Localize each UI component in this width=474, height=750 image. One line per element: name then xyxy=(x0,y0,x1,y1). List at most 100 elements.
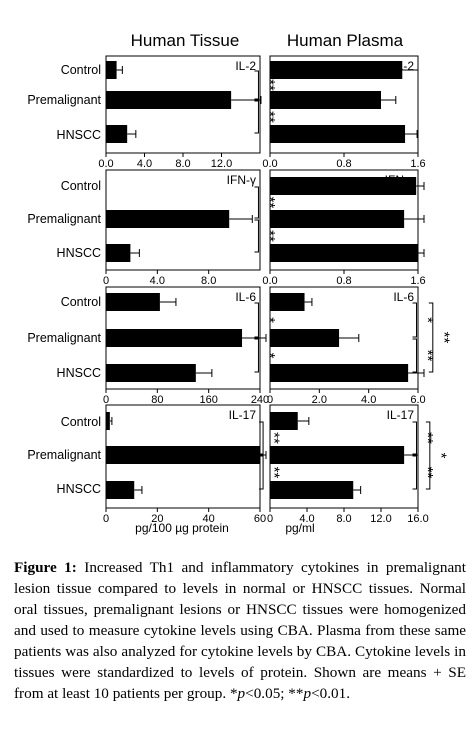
caption-text: Increased Th1 and inflammatory cytokines… xyxy=(14,559,467,702)
caption-sig1: <0.05; ** xyxy=(245,685,304,702)
figure-caption: Figure 1: Increased Th1 and inflammatory… xyxy=(14,557,466,704)
sig-bracket-ifn-gamma-tissue-0 xyxy=(254,186,259,219)
cat-label-control-r3: Control xyxy=(61,295,101,309)
tick-label-ifn-gamma-plasma-1: 0.8 xyxy=(336,275,351,287)
tick-label-il-2-plasma-0: 0.0 xyxy=(262,158,277,170)
panel-label-il-6-plasma: IL-6 xyxy=(393,290,414,304)
sig-bracket-il-6-tissue-1 xyxy=(254,338,259,373)
bar-ifn-gamma-plasma-0 xyxy=(270,177,417,195)
bar-il-2-plasma-2 xyxy=(270,125,406,143)
xlabel-tissue: pg/100 µg protein xyxy=(135,521,229,535)
caption-sig2: <0.01. xyxy=(311,685,351,702)
bar-il-17-plasma-2 xyxy=(270,481,354,499)
sig-bracket-il-6-plasma-2 xyxy=(428,302,434,373)
sig-bracket-il-6-plasma-0 xyxy=(412,302,418,338)
panel-label-il-17-tissue: IL-17 xyxy=(229,408,257,422)
cat-label-hnscc-r1: HNSCC xyxy=(57,128,101,142)
bar-il-2-tissue-0 xyxy=(106,61,117,79)
tick-label-il-6-plasma-2: 4.0 xyxy=(361,394,376,406)
tick-label-il-17-plasma-3: 12.0 xyxy=(370,513,391,525)
bar-il-6-plasma-0 xyxy=(270,293,305,311)
bar-ifn-gamma-plasma-1 xyxy=(270,210,405,228)
col-title-tissue: Human Tissue xyxy=(131,31,240,50)
bar-il-17-plasma-0 xyxy=(270,412,298,430)
tick-label-il-6-tissue-1: 80 xyxy=(151,394,163,406)
tick-label-il-17-plasma-1: 4.0 xyxy=(299,513,314,525)
bar-ifn-gamma-tissue-1 xyxy=(106,210,230,228)
sig-label-il-17-tissue-1: ** xyxy=(266,467,283,479)
sig-label-il-6-plasma-2: ** xyxy=(435,332,452,344)
sig-bracket-il-17-tissue-1 xyxy=(259,455,264,490)
tick-label-il-2-tissue-1: 4.0 xyxy=(137,158,152,170)
tick-label-ifn-gamma-plasma-2: 1.6 xyxy=(410,275,425,287)
sig-bracket-il-2-tissue-0 xyxy=(254,70,259,100)
sig-label-il-6-plasma-1: ** xyxy=(419,350,436,362)
caption-star: * xyxy=(229,685,238,702)
cat-label-hnscc-r4: HNSCC xyxy=(57,482,101,496)
tick-label-il-17-tissue-3: 60 xyxy=(254,513,266,525)
cat-label-premalignant-r4: Premalignant xyxy=(27,448,101,462)
panel-label-il-2-tissue: IL-2 xyxy=(235,59,256,73)
bar-il-6-tissue-1 xyxy=(106,329,243,347)
bar-il-2-plasma-0 xyxy=(270,61,403,79)
bar-ifn-gamma-plasma-2 xyxy=(270,244,418,262)
sig-label-il-2-tissue-1: ** xyxy=(261,111,278,123)
sig-bracket-ifn-gamma-tissue-1 xyxy=(254,219,259,253)
cat-label-hnscc-r2: HNSCC xyxy=(57,246,101,260)
tick-label-il-6-plasma-0: 0 xyxy=(267,394,273,406)
caption-p2: p xyxy=(303,685,312,702)
tick-label-il-2-tissue-2: 8.0 xyxy=(175,158,190,170)
sig-label-il-17-plasma-2: * xyxy=(432,453,449,459)
tick-label-il-17-plasma-4: 16.0 xyxy=(407,513,428,525)
cat-label-premalignant-r2: Premalignant xyxy=(27,212,101,226)
xlabel-plasma: pg/ml xyxy=(285,521,314,535)
tick-label-il-17-plasma-0: 0 xyxy=(267,513,273,525)
sig-bracket-il-6-plasma-1 xyxy=(412,338,418,373)
figure-label: Figure 1: xyxy=(14,559,77,576)
cat-label-control-r1: Control xyxy=(61,63,101,77)
cat-label-control-r4: Control xyxy=(61,415,101,429)
tick-label-il-6-plasma-1: 2.0 xyxy=(312,394,327,406)
bar-il-6-tissue-2 xyxy=(106,364,196,382)
tick-label-il-6-tissue-3: 240 xyxy=(251,394,269,406)
bar-ifn-gamma-tissue-2 xyxy=(106,244,131,262)
bar-il-17-tissue-0 xyxy=(106,412,110,430)
tick-label-il-2-tissue-3: 12.0 xyxy=(211,158,232,170)
tick-label-ifn-gamma-plasma-0: 0.0 xyxy=(262,275,277,287)
tick-label-il-2-tissue-0: 0.0 xyxy=(98,158,113,170)
cat-label-control-r2: Control xyxy=(61,179,101,193)
sig-bracket-il-17-plasma-1 xyxy=(412,455,418,490)
bar-il-6-tissue-0 xyxy=(106,293,160,311)
cat-label-premalignant-r1: Premalignant xyxy=(27,93,101,107)
tick-label-il-2-plasma-2: 1.6 xyxy=(410,158,425,170)
tick-label-il-17-tissue-1: 20 xyxy=(151,513,163,525)
sig-bracket-il-17-tissue-0 xyxy=(259,421,264,455)
sig-label-il-17-plasma-1: ** xyxy=(419,467,436,479)
bar-il-17-plasma-1 xyxy=(270,446,405,464)
tick-label-il-17-tissue-0: 0 xyxy=(103,513,109,525)
panel-label-il-6-tissue: IL-6 xyxy=(235,290,256,304)
sig-label-il-6-tissue-1: * xyxy=(261,353,278,359)
bar-il-2-plasma-1 xyxy=(270,91,381,109)
sig-bracket-il-17-plasma-0 xyxy=(412,421,418,455)
bar-il-17-tissue-1 xyxy=(106,446,260,464)
caption-p1: p xyxy=(237,685,246,702)
cytokine-figure: Human Tissue Human Plasma Control Premal… xyxy=(27,31,452,535)
tick-label-ifn-gamma-tissue-1: 4.0 xyxy=(150,275,165,287)
tick-label-il-6-tissue-2: 160 xyxy=(199,394,217,406)
tick-label-il-6-plasma-3: 6.0 xyxy=(410,394,425,406)
cat-label-hnscc-r3: HNSCC xyxy=(57,366,101,380)
sig-label-ifn-gamma-tissue-0: ** xyxy=(261,197,278,209)
tick-label-ifn-gamma-tissue-2: 8.0 xyxy=(201,275,216,287)
panel-label-il-17-plasma: IL-17 xyxy=(387,408,415,422)
cat-label-premalignant-r3: Premalignant xyxy=(27,331,101,345)
sig-bracket-il-17-plasma-2 xyxy=(425,421,431,490)
sig-bracket-il-6-tissue-0 xyxy=(254,302,259,338)
panel-label-ifn-gamma-tissue: IFN-γ xyxy=(227,173,256,187)
bar-il-6-plasma-1 xyxy=(270,329,340,347)
bar-il-2-tissue-2 xyxy=(106,125,128,143)
sig-label-ifn-gamma-tissue-1: ** xyxy=(261,230,278,242)
sig-label-il-17-plasma-0: ** xyxy=(419,432,436,444)
bar-il-17-tissue-2 xyxy=(106,481,135,499)
tick-label-il-17-plasma-2: 8.0 xyxy=(336,513,351,525)
